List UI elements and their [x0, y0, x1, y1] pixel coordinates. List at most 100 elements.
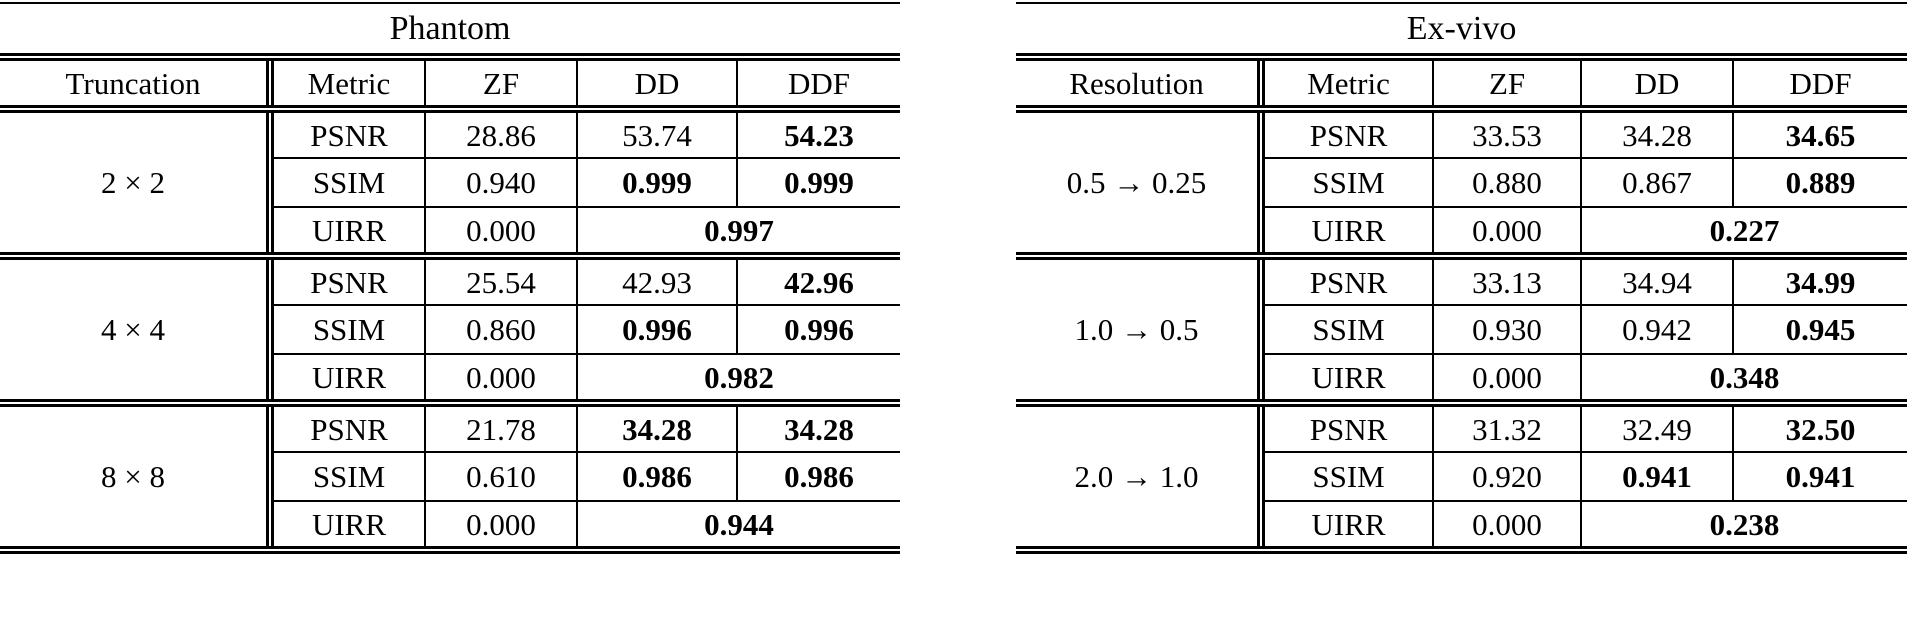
- table-row: UIRR 0.000 0.982: [0, 354, 901, 407]
- table-title: Ex-vivo: [1016, 2, 1908, 61]
- value-cell: 0.942: [1580, 305, 1734, 355]
- value-cell: 34.94: [1580, 256, 1734, 306]
- table-row: UIRR 0.000 0.348: [1016, 354, 1908, 407]
- group-label-cell: 0.5 → 0.25: [1016, 109, 1262, 260]
- value-cell: 25.54: [424, 256, 577, 306]
- metric-cell: UIRR: [1257, 207, 1434, 260]
- metric-cell: SSIM: [266, 305, 425, 355]
- value-cell: 0.999: [735, 158, 901, 208]
- table-row: SSIM 0.920 0.941 0.941: [1016, 452, 1908, 502]
- value-cell: 0.610: [424, 452, 577, 502]
- value-cell: 0.000: [424, 207, 577, 260]
- value-cell: 34.28: [576, 403, 737, 453]
- table-title: Phantom: [0, 2, 901, 61]
- column-header-zf: ZF: [424, 57, 577, 113]
- metric-cell: PSNR: [266, 256, 425, 306]
- table-row: Ex-vivo: [1016, 2, 1908, 61]
- exvivo-table: Ex-vivo Resolution Metric ZF DD DDF 0.5 …: [1016, 2, 1908, 554]
- value-cell: 34.65: [1732, 109, 1908, 159]
- value-cell: 0.860: [424, 305, 577, 355]
- value-cell: 0.920: [1432, 452, 1582, 502]
- group-label-cell: 2.0 → 1.0: [1016, 403, 1262, 554]
- table-row: UIRR 0.000 0.238: [1016, 501, 1908, 554]
- value-cell: 0.986: [576, 452, 737, 502]
- group-label-cell: 1.0 → 0.5: [1016, 256, 1262, 407]
- table-row: SSIM 0.860 0.996 0.996: [0, 305, 901, 355]
- metric-cell: SSIM: [1257, 158, 1434, 208]
- value-cell: 42.93: [576, 256, 737, 306]
- value-cell: 34.28: [735, 403, 901, 453]
- value-cell: 0.880: [1432, 158, 1582, 208]
- column-header-resolution: Resolution: [1016, 57, 1262, 113]
- value-cell: 0.945: [1732, 305, 1908, 355]
- metric-cell: PSNR: [266, 109, 425, 159]
- group-label-cell: 2 × 2: [0, 109, 270, 260]
- value-cell: 32.50: [1732, 403, 1908, 453]
- value-cell: 0.000: [1432, 354, 1582, 407]
- metric-cell: PSNR: [1257, 403, 1434, 453]
- metric-cell: PSNR: [1257, 109, 1434, 159]
- merged-value-cell: 0.227: [1580, 207, 1908, 260]
- metric-cell: UIRR: [266, 207, 425, 260]
- value-cell: 0.986: [735, 452, 901, 502]
- tables-container: Phantom Truncation Metric ZF DD DDF 2 × …: [0, 2, 1908, 554]
- value-cell: 42.96: [735, 256, 901, 306]
- value-cell: 0.940: [424, 158, 577, 208]
- value-cell: 0.941: [1580, 452, 1734, 502]
- table-row: Truncation Metric ZF DD DDF: [0, 57, 901, 113]
- value-cell: 0.000: [1432, 207, 1582, 260]
- metric-cell: UIRR: [1257, 501, 1434, 554]
- column-header-metric: Metric: [1257, 57, 1434, 113]
- table-row: Resolution Metric ZF DD DDF: [1016, 57, 1908, 113]
- value-cell: 21.78: [424, 403, 577, 453]
- value-cell: 54.23: [735, 109, 901, 159]
- column-header-zf: ZF: [1432, 57, 1582, 113]
- merged-value-cell: 0.348: [1580, 354, 1908, 407]
- metric-cell: PSNR: [1257, 256, 1434, 306]
- table-row: UIRR 0.000 0.944: [0, 501, 901, 554]
- value-cell: 0.889: [1732, 158, 1908, 208]
- value-cell: 0.996: [735, 305, 901, 355]
- table-row: 8 × 8 PSNR 21.78 34.28 34.28: [0, 403, 901, 554]
- value-cell: 0.000: [424, 501, 577, 554]
- table-row: Phantom: [0, 2, 901, 61]
- value-cell: 0.999: [576, 158, 737, 208]
- value-cell: 0.867: [1580, 158, 1734, 208]
- merged-value-cell: 0.997: [575, 207, 901, 260]
- table-row: 2 × 2 PSNR 28.86 53.74 54.23: [0, 109, 901, 260]
- metric-cell: SSIM: [266, 158, 425, 208]
- column-header-truncation: Truncation: [0, 57, 270, 113]
- table-row: 1.0 → 0.5 PSNR 33.13 34.94 34.99: [1016, 256, 1908, 407]
- value-cell: 0.000: [424, 354, 577, 407]
- metric-cell: UIRR: [266, 501, 425, 554]
- metric-cell: SSIM: [266, 452, 425, 502]
- table-row: SSIM 0.940 0.999 0.999: [0, 158, 901, 208]
- table-row: 0.5 → 0.25 PSNR 33.53 34.28 34.65: [1016, 109, 1908, 260]
- column-header-dd: DD: [576, 57, 737, 113]
- value-cell: 28.86: [424, 109, 577, 159]
- merged-value-cell: 0.944: [575, 501, 901, 554]
- value-cell: 53.74: [576, 109, 737, 159]
- phantom-table: Phantom Truncation Metric ZF DD DDF 2 × …: [0, 2, 901, 554]
- group-label-cell: 4 × 4: [0, 256, 270, 407]
- table-row: SSIM 0.930 0.942 0.945: [1016, 305, 1908, 355]
- merged-value-cell: 0.982: [575, 354, 901, 407]
- value-cell: 32.49: [1580, 403, 1734, 453]
- table-row: UIRR 0.000 0.997: [0, 207, 901, 260]
- table-row: 4 × 4 PSNR 25.54 42.93 42.96: [0, 256, 901, 407]
- metric-cell: UIRR: [266, 354, 425, 407]
- metric-cell: PSNR: [266, 403, 425, 453]
- table-row: UIRR 0.000 0.227: [1016, 207, 1908, 260]
- metric-cell: SSIM: [1257, 305, 1434, 355]
- metric-cell: UIRR: [1257, 354, 1434, 407]
- value-cell: 0.000: [1432, 501, 1582, 554]
- value-cell: 0.996: [576, 305, 737, 355]
- table-row: SSIM 0.880 0.867 0.889: [1016, 158, 1908, 208]
- column-header-metric: Metric: [266, 57, 425, 113]
- table-row: SSIM 0.610 0.986 0.986: [0, 452, 901, 502]
- column-header-dd: DD: [1580, 57, 1734, 113]
- table-row: 2.0 → 1.0 PSNR 31.32 32.49 32.50: [1016, 403, 1908, 554]
- value-cell: 0.930: [1432, 305, 1582, 355]
- column-header-ddf: DDF: [735, 57, 901, 113]
- value-cell: 34.28: [1580, 109, 1734, 159]
